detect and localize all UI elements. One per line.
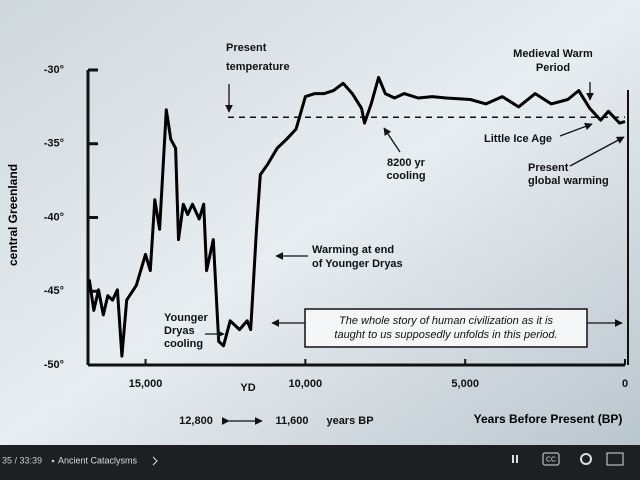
annotation: cooling: [386, 170, 425, 182]
annotation: Dryas: [164, 325, 195, 337]
arrow: [559, 122, 593, 137]
annotation: temperature: [226, 61, 290, 73]
y-tick-label: -50°: [44, 359, 64, 371]
y-tick-label: -45°: [44, 285, 64, 297]
player-time: 35 / 33:39: [2, 455, 42, 465]
y-tick-label: -30°: [44, 64, 64, 76]
annotation: YD: [240, 382, 255, 394]
cc-label[interactable]: CC: [546, 456, 556, 463]
autoplay-toggle[interactable]: [512, 455, 518, 463]
annotation: Warming at end: [312, 244, 394, 256]
x-tick-label: 5,000: [451, 378, 479, 390]
annotation: Little Ice Age: [484, 133, 552, 145]
y-tick-label: -40°: [44, 211, 64, 223]
x-tick-label: 10,000: [289, 378, 323, 390]
temperature-line: [87, 75, 626, 358]
civilization-box: [304, 308, 588, 348]
x-tick-label: 15,000: [129, 378, 163, 390]
annotation: Present: [528, 162, 569, 174]
arrow: [569, 136, 625, 167]
arrow: [383, 127, 401, 153]
miniplayer-button[interactable]: [606, 452, 624, 466]
annotation: global warming: [528, 175, 609, 187]
y-tick-label: -35°: [44, 138, 64, 150]
x-axis-label: Years Before Present (BP): [474, 412, 623, 426]
player-bar: [0, 445, 640, 480]
cc-button[interactable]: [542, 452, 560, 466]
separator: [51, 459, 55, 463]
annotation: 11,600: [275, 415, 308, 427]
x-tick-label: 0: [622, 378, 628, 390]
annotation: years BP: [326, 415, 373, 427]
y-axis-label: central Greenland: [6, 164, 20, 266]
annotation: Present: [226, 42, 267, 54]
civilization-note: The whole story of human civilization as…: [339, 315, 553, 327]
annotation: of Younger Dryas: [312, 258, 403, 270]
civilization-note: taught to us supposedly unfolds in this …: [334, 329, 557, 341]
annotation: Younger: [164, 312, 209, 324]
annotation: 8200 yr: [387, 157, 426, 169]
chapter-chevron[interactable]: [152, 456, 158, 466]
settings-button[interactable]: [580, 453, 592, 465]
annotation: cooling: [164, 338, 203, 350]
chapter-title[interactable]: Ancient Cataclysms: [58, 455, 138, 465]
background: [0, 0, 640, 445]
annotation: 12,800: [179, 415, 213, 427]
annotation: Medieval Warm: [513, 48, 593, 60]
annotation: Period: [536, 62, 570, 74]
